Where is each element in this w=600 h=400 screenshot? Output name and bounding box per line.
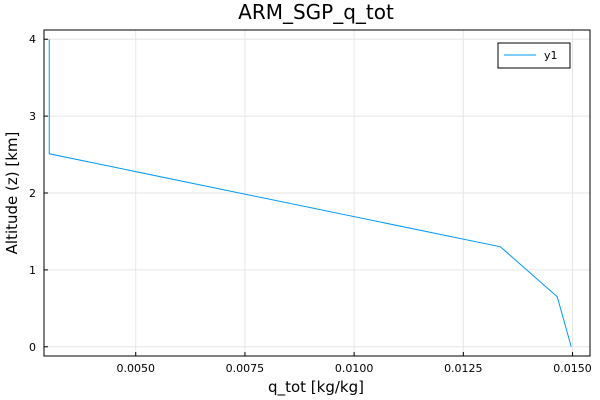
grid-lines [44, 30, 590, 356]
legend: y1 [497, 42, 571, 69]
axis-ticks: 0.0050 0.0075 0.0100 0.0125 0.0150 0 1 2 3 4 [29, 33, 592, 375]
y-tick-label: 0 [29, 341, 36, 354]
series-line-y1 [48, 39, 572, 347]
y-axis-label: Altitude (z) [km] [3, 132, 21, 255]
legend-label-y1: y1 [544, 49, 558, 62]
x-tick-label: 0.0100 [335, 362, 374, 375]
y-tick-label: 2 [29, 187, 36, 200]
x-tick-label: 0.0050 [116, 362, 155, 375]
y-tick-label: 3 [29, 110, 36, 123]
x-tick-label: 0.0125 [444, 362, 483, 375]
series-layer [48, 39, 572, 347]
x-tick-label: 0.0150 [553, 362, 592, 375]
chart-title: ARM_SGP_q_tot [238, 0, 394, 24]
y-tick-label: 4 [29, 33, 36, 46]
y-tick-label: 1 [29, 264, 36, 277]
x-axis-label: q_tot [kg/kg] [268, 378, 364, 397]
x-tick-label: 0.0075 [226, 362, 265, 375]
